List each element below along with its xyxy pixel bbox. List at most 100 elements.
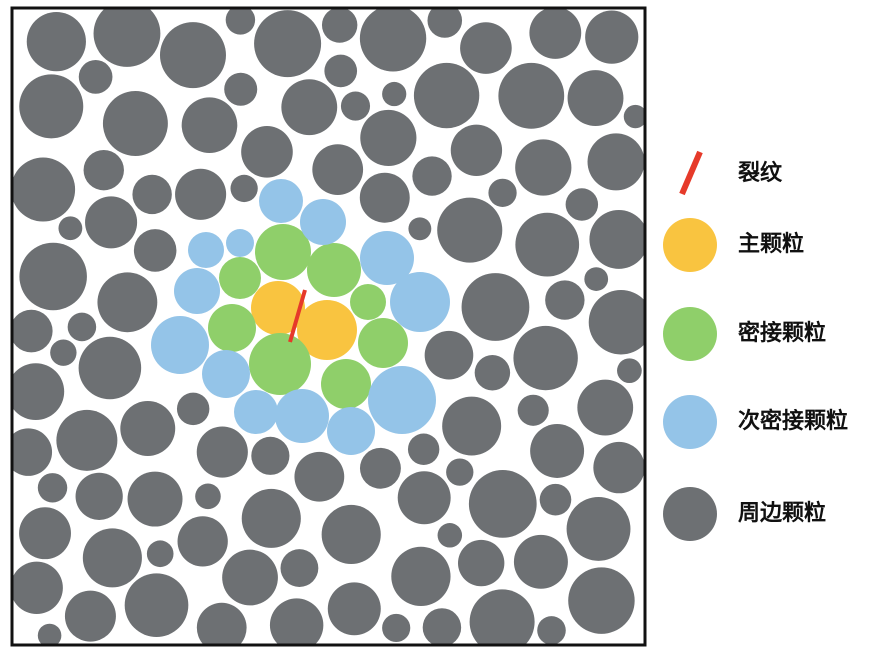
close-particle [358,318,408,368]
outer-particle [517,394,549,426]
outer-particle [19,242,87,311]
legend-label: 裂纹 [738,160,783,186]
particles [12,8,645,645]
outer-particle [359,172,410,223]
outer-particle [133,229,177,272]
second-close-particle [151,316,209,374]
outer-particle [127,471,183,527]
outer-particle [424,330,474,380]
outer-particle [19,74,84,139]
outer-particle [588,290,645,355]
outer-particle [407,433,440,465]
outer-particle [37,473,68,503]
close-particle [350,284,386,320]
outer-particle [469,589,535,645]
outer-particle [460,22,512,74]
outer-particle [623,104,645,129]
legend-second-icon [663,395,717,449]
outer-particle [537,616,566,645]
outer-particle [584,267,609,291]
outer-particle [294,451,345,502]
outer-particle [340,91,371,121]
second-close-particle [188,232,224,268]
close-particle [208,304,256,352]
close-particle [255,224,311,280]
outer-particle [177,516,228,567]
outer-particle [85,196,138,249]
outer-particle [530,424,585,478]
close-particle [307,243,361,297]
outer-particle [321,504,381,565]
outer-particle [545,280,585,320]
second-close-particle [259,179,303,223]
outer-particle [360,109,417,167]
outer-particle [391,546,451,607]
outer-particle [312,144,364,195]
outer-particle [412,156,452,196]
outer-particle [124,573,189,638]
outer-particle [120,401,176,456]
outer-particle [251,436,290,475]
outer-particle [461,273,530,341]
outer-particle [422,608,462,645]
outer-particle [78,336,142,400]
outer-particle [225,8,256,35]
outer-particle [75,472,123,520]
outer-particle [146,540,174,568]
outer-particle [382,81,407,107]
outer-particle [442,396,502,456]
outer-particle [132,174,172,215]
legend-crack-icon [679,150,703,196]
outer-particle [281,79,338,136]
outer-particle [427,8,463,38]
outer-particle [196,426,248,478]
outer-particle [26,11,86,72]
second-close-particle [390,272,450,332]
outer-particle [241,126,293,178]
close-particle [219,257,261,299]
outer-particle [159,22,226,89]
outer-particle [565,188,599,221]
outer-particle [58,216,83,241]
outer-particle [382,613,411,643]
legend-close-icon [663,307,717,361]
outer-particle [437,523,463,548]
second-close-particle [368,366,436,434]
outer-particle [474,355,511,391]
outer-particle [566,496,631,561]
outer-particle [513,325,578,391]
outer-particle [102,91,168,156]
outer-particle [12,363,65,421]
second-close-particle [174,268,220,314]
outer-particle [515,212,580,277]
outer-particle [617,358,642,384]
second-close-particle [300,199,346,245]
outer-particle [50,339,77,366]
outer-particle [529,8,582,59]
outer-particle [12,428,53,476]
outer-particle [97,272,158,333]
outer-particle [82,528,142,588]
outer-particle [321,8,358,43]
outer-particle [269,598,324,645]
outer-particle [359,447,401,489]
second-close-particle [202,350,250,398]
legend-label: 密接颗粒 [738,320,826,346]
second-close-particle [327,407,375,455]
outer-particle [175,168,227,220]
outer-particle [585,10,639,64]
second-close-particle [234,390,278,434]
frame [10,6,647,647]
crack [288,289,307,343]
outer-particle [181,97,238,154]
legend-label: 主颗粒 [738,231,804,257]
outer-particle [195,483,221,510]
second-close-particle [360,231,414,285]
outer-particle [359,8,427,72]
outer-particle [408,217,432,241]
outer-particle [577,379,634,436]
outer-particle [222,549,278,606]
outer-particle [93,8,161,67]
legend-label: 周边颗粒 [738,500,826,526]
